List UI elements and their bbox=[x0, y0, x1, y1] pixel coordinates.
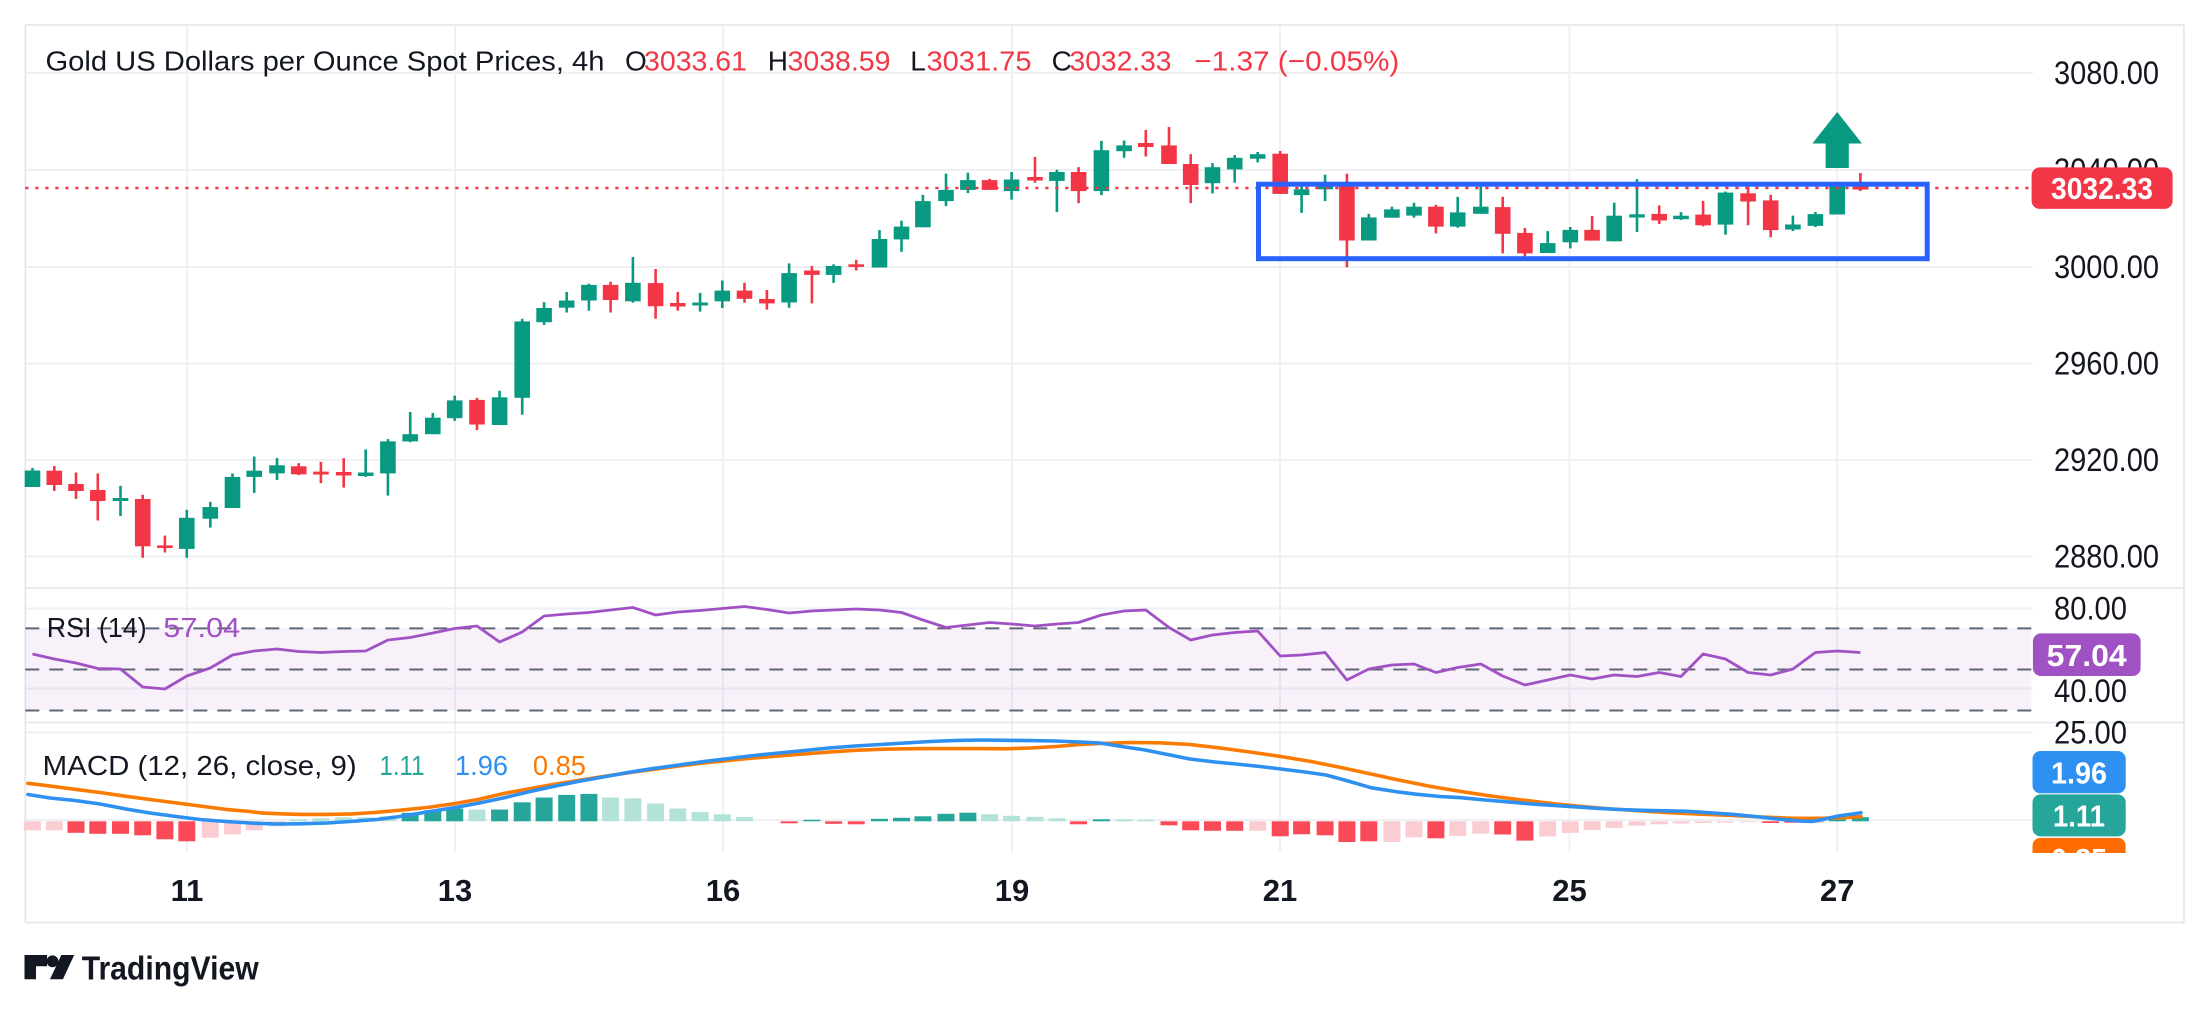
svg-text:1.11: 1.11 bbox=[380, 750, 425, 781]
svg-text:3032.33: 3032.33 bbox=[2051, 171, 2153, 206]
svg-text:2880.00: 2880.00 bbox=[2054, 539, 2159, 575]
svg-text:Gold US Dollars per Ounce Spot: Gold US Dollars per Ounce Spot Prices, 4… bbox=[46, 46, 605, 77]
svg-text:3032.33: 3032.33 bbox=[1070, 46, 1172, 77]
svg-text:3000.00: 3000.00 bbox=[2054, 249, 2159, 285]
svg-text:3080.00: 3080.00 bbox=[2054, 55, 2159, 91]
svg-text:25.00: 25.00 bbox=[2054, 715, 2127, 751]
svg-text:0.85: 0.85 bbox=[533, 750, 586, 781]
svg-text:80.00: 80.00 bbox=[2054, 591, 2127, 627]
svg-text:19: 19 bbox=[995, 873, 1029, 908]
svg-text:3038.59: 3038.59 bbox=[788, 46, 891, 77]
svg-text:TradingView: TradingView bbox=[82, 949, 259, 986]
svg-text:57.04: 57.04 bbox=[2047, 638, 2128, 673]
svg-text:2960.00: 2960.00 bbox=[2054, 346, 2159, 382]
svg-text:RSI (14): RSI (14) bbox=[47, 612, 147, 643]
svg-text:O: O bbox=[625, 46, 647, 77]
svg-text:H: H bbox=[768, 46, 788, 77]
svg-text:40.00: 40.00 bbox=[2054, 673, 2127, 709]
svg-text:3031.75: 3031.75 bbox=[927, 46, 1032, 77]
svg-text:C: C bbox=[1052, 46, 1072, 77]
svg-text:1.96: 1.96 bbox=[2051, 756, 2107, 791]
svg-text:27: 27 bbox=[1820, 873, 1854, 908]
svg-text:2920.00: 2920.00 bbox=[2054, 442, 2159, 478]
svg-text:57.04: 57.04 bbox=[163, 612, 240, 643]
svg-text:3033.61: 3033.61 bbox=[644, 46, 747, 77]
svg-text:−1.37 (−0.05%): −1.37 (−0.05%) bbox=[1194, 46, 1399, 77]
svg-text:L: L bbox=[910, 46, 926, 77]
svg-text:1.96: 1.96 bbox=[455, 750, 508, 781]
svg-text:13: 13 bbox=[438, 873, 472, 908]
svg-text:21: 21 bbox=[1263, 873, 1297, 908]
svg-text:1.11: 1.11 bbox=[2053, 799, 2105, 834]
svg-text:11: 11 bbox=[171, 873, 204, 908]
svg-text:MACD (12, 26, close, 9): MACD (12, 26, close, 9) bbox=[43, 750, 357, 781]
svg-text:16: 16 bbox=[706, 873, 740, 908]
svg-text:25: 25 bbox=[1552, 873, 1586, 908]
svg-text:0.85: 0.85 bbox=[2051, 842, 2107, 877]
